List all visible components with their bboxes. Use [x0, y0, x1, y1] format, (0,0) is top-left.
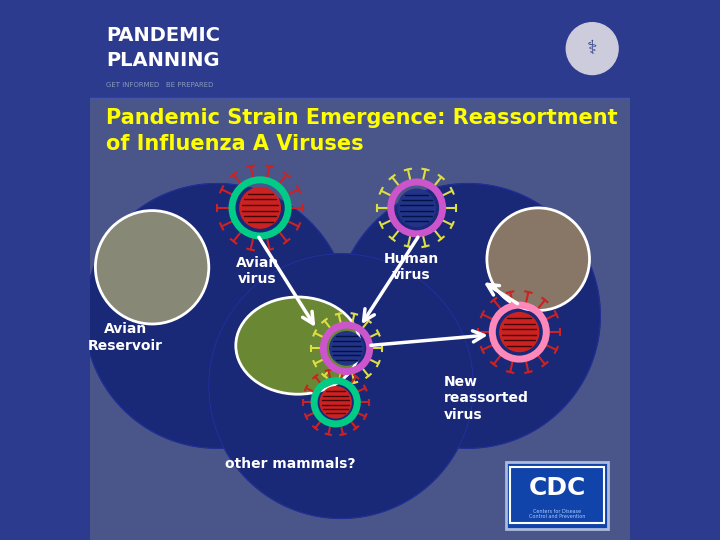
- Circle shape: [330, 332, 363, 365]
- Text: Avian
Reservoir: Avian Reservoir: [88, 322, 163, 353]
- Circle shape: [320, 387, 351, 418]
- Polygon shape: [336, 184, 600, 448]
- Polygon shape: [209, 254, 474, 518]
- FancyBboxPatch shape: [510, 467, 604, 523]
- Circle shape: [95, 211, 209, 324]
- Text: New
reassorted
virus: New reassorted virus: [444, 375, 528, 422]
- Text: Avian
virus: Avian virus: [235, 255, 279, 286]
- Text: other mammals?: other mammals?: [225, 457, 356, 471]
- Circle shape: [487, 208, 590, 310]
- Text: ⚕: ⚕: [587, 39, 598, 58]
- Ellipse shape: [235, 297, 360, 394]
- Text: Human
virus: Human virus: [384, 252, 439, 282]
- Polygon shape: [85, 184, 349, 448]
- Circle shape: [398, 189, 436, 227]
- Circle shape: [567, 23, 618, 75]
- Bar: [90, 0, 630, 98]
- Text: PANDEMIC: PANDEMIC: [107, 25, 220, 45]
- Circle shape: [500, 313, 539, 352]
- Bar: [90, 98, 630, 540]
- Text: Centers for Disease
Control and Prevention: Centers for Disease Control and Preventi…: [529, 509, 585, 519]
- Text: GET INFORMED   BE PREPARED: GET INFORMED BE PREPARED: [107, 82, 214, 88]
- Text: Pandemic Strain Emergence: Reassortment
of Influenza A Viruses: Pandemic Strain Emergence: Reassortment …: [107, 108, 618, 153]
- Circle shape: [240, 188, 280, 228]
- Text: CDC: CDC: [528, 476, 586, 500]
- Text: PLANNING: PLANNING: [107, 51, 220, 70]
- FancyBboxPatch shape: [505, 462, 608, 529]
